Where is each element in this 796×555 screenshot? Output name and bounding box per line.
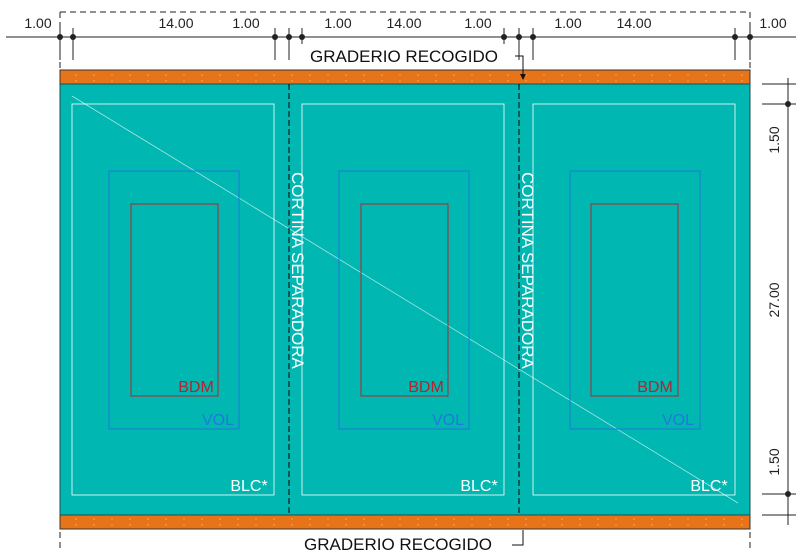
curtain-label-2: CORTINA SEPARADORA xyxy=(518,172,537,369)
bleacher-label-bottom-group: GRADERIO RECOGIDO xyxy=(304,530,524,554)
volleyball-label-2: VOL xyxy=(432,412,464,429)
badminton-label-3: BDM xyxy=(637,379,673,396)
separating-curtain-2: CORTINA SEPARADORA xyxy=(518,84,537,515)
basketball-court-3 xyxy=(532,103,736,496)
dimension-node xyxy=(272,34,278,40)
dimension-node xyxy=(747,34,753,40)
basketball-court-1 xyxy=(71,103,275,496)
dimension-node xyxy=(501,34,507,40)
dim-top-3: 1.00 xyxy=(232,15,259,31)
badminton-court-3 xyxy=(590,203,679,397)
dim-right-1: 1.50 xyxy=(766,126,782,153)
badminton-label-2: BDM xyxy=(408,379,444,396)
dim-top-4: 1.00 xyxy=(324,15,351,31)
separating-curtain-1: CORTINA SEPARADORA xyxy=(288,84,307,515)
dim-top-2: 14.00 xyxy=(158,15,193,31)
bleacher-label-top: GRADERIO RECOGIDO xyxy=(310,47,498,66)
volleyball-court-1 xyxy=(108,170,240,430)
diagonal-reference-line xyxy=(71,95,739,504)
court-1: BDM VOL BLC* xyxy=(71,103,275,496)
volleyball-court-2 xyxy=(338,170,470,430)
dimension-node xyxy=(732,34,738,40)
dim-top-8: 14.00 xyxy=(616,15,651,31)
dim-right-2: 27.00 xyxy=(766,282,782,317)
basketball-label-3: BLC* xyxy=(690,478,727,495)
dim-top-9: 1.00 xyxy=(759,15,786,31)
top-dimension-line: 1.00 14.00 1.00 1.00 14.00 1.00 1.00 14.… xyxy=(6,15,796,60)
dimension-node xyxy=(530,34,536,40)
court-3: BDM VOL BLC* xyxy=(532,103,736,496)
badminton-label-1: BDM xyxy=(178,379,214,396)
bleacher-label-bottom: GRADERIO RECOGIDO xyxy=(304,535,492,554)
volleyball-label-1: VOL xyxy=(202,412,234,429)
volleyball-label-3: VOL xyxy=(662,412,694,429)
badminton-court-2 xyxy=(360,203,449,397)
dim-top-6: 1.00 xyxy=(464,15,491,31)
basketball-label-1: BLC* xyxy=(230,478,267,495)
volleyball-court-3 xyxy=(569,170,701,430)
court-2: BDM VOL BLC* xyxy=(301,103,505,496)
dim-top-7: 1.00 xyxy=(554,15,581,31)
badminton-court-1 xyxy=(130,203,219,397)
dim-top-1: 1.00 xyxy=(24,15,51,31)
dimension-node xyxy=(57,34,63,40)
dim-top-5: 14.00 xyxy=(386,15,421,31)
dimension-node xyxy=(70,34,76,40)
dimension-node xyxy=(516,34,522,40)
right-dimension-line: 1.50 27.00 1.50 xyxy=(762,78,796,525)
bleacher-label-top-group: GRADERIO RECOGIDO xyxy=(292,44,526,80)
dimension-node xyxy=(286,34,292,40)
basketball-label-2: BLC* xyxy=(460,478,497,495)
dim-right-3: 1.50 xyxy=(766,448,782,475)
curtain-label-1: CORTINA SEPARADORA xyxy=(288,172,307,369)
basketball-court-2 xyxy=(301,103,505,496)
dimension-node xyxy=(299,34,305,40)
